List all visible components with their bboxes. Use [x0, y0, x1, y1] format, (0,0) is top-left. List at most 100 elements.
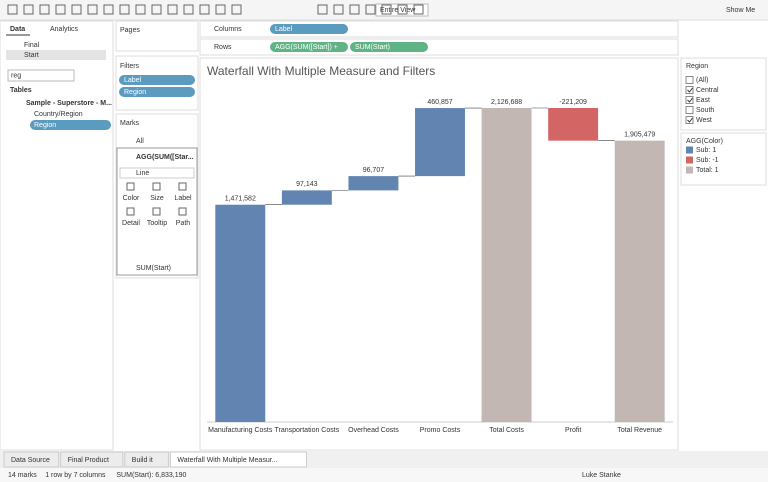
- mark-button-icon[interactable]: [152, 207, 161, 216]
- checkbox[interactable]: [685, 76, 694, 84]
- region-item[interactable]: West: [696, 117, 712, 124]
- view-mode-dropdown[interactable]: [375, 3, 429, 17]
- toolbar-icon[interactable]: [7, 4, 18, 15]
- legend-label[interactable]: Sub: -1: [696, 157, 719, 164]
- category-label: Total Revenue: [617, 427, 662, 434]
- region-item[interactable]: East: [696, 97, 710, 104]
- value-label: 460,857: [427, 99, 452, 106]
- toolbar-icon[interactable]: [119, 4, 130, 15]
- mark-type[interactable]: Line: [136, 170, 149, 177]
- waterfall-bar[interactable]: [348, 176, 399, 191]
- mark-button-icon[interactable]: [126, 182, 135, 191]
- field[interactable]: Region: [34, 122, 56, 129]
- region-filter-card: [680, 57, 767, 131]
- sheet-tab[interactable]: [3, 451, 60, 468]
- sheet-tab-label[interactable]: Data Source: [11, 457, 50, 464]
- legend-label[interactable]: Sub: 1: [696, 147, 716, 154]
- region-item[interactable]: (All): [696, 77, 708, 84]
- marks-card[interactable]: AGG(SUM([Star...: [136, 154, 194, 161]
- mark-button[interactable]: Size: [150, 195, 164, 202]
- value-label: 1,471,582: [225, 196, 256, 203]
- show-me[interactable]: Show Me: [726, 7, 755, 14]
- checkmark: [687, 87, 693, 93]
- pages-card: [115, 20, 199, 52]
- waterfall-bar[interactable]: [415, 108, 465, 177]
- mark-button-icon[interactable]: [178, 182, 187, 191]
- value-label: -221,209: [559, 99, 587, 106]
- mark-type-dropdown[interactable]: [119, 167, 195, 179]
- data-pane-tab[interactable]: Data: [10, 26, 25, 33]
- toolbar-icon[interactable]: [103, 4, 114, 15]
- region-item[interactable]: Central: [696, 87, 719, 94]
- sheet-tab[interactable]: [60, 451, 124, 468]
- search-box[interactable]: [7, 69, 75, 82]
- toolbar-icon[interactable]: [317, 4, 328, 15]
- chart-title: Waterfall With Multiple Measure and Filt…: [207, 64, 435, 78]
- field[interactable]: Country/Region: [34, 111, 83, 118]
- status-user[interactable]: Luke Stanke: [582, 472, 621, 479]
- checkbox[interactable]: [685, 116, 694, 124]
- rows-pill-bg[interactable]: [350, 42, 428, 52]
- mark-button[interactable]: Detail: [122, 220, 140, 227]
- mark-button[interactable]: Label: [174, 195, 192, 202]
- toolbar-icon[interactable]: [413, 4, 424, 15]
- toolbar-icon[interactable]: [365, 4, 376, 15]
- checkmark: [687, 117, 693, 123]
- sheet-tab-label[interactable]: Waterfall With Multiple Measur...: [177, 457, 277, 464]
- data-pane-tab[interactable]: Analytics: [50, 26, 79, 33]
- region-item[interactable]: South: [696, 107, 714, 114]
- sheet-tab[interactable]: [169, 451, 307, 468]
- mark-button-icon[interactable]: [178, 207, 187, 216]
- mark-button-icon[interactable]: [152, 182, 161, 191]
- marks-second-card[interactable]: SUM(Start): [136, 265, 171, 272]
- value-label: 1,905,479: [624, 132, 655, 139]
- category-label: Promo Costs: [420, 427, 461, 434]
- checkbox[interactable]: [685, 96, 694, 104]
- checkbox[interactable]: [685, 86, 694, 94]
- waterfall-bar[interactable]: [614, 140, 665, 422]
- toolbar-icon[interactable]: [71, 4, 82, 15]
- sheet-tab-label[interactable]: Final Product: [68, 457, 109, 464]
- waterfall-bar[interactable]: [481, 108, 532, 422]
- marks-title: Marks: [120, 120, 140, 127]
- toolbar-icon[interactable]: [151, 4, 162, 15]
- rows-pill-bg[interactable]: [270, 42, 348, 52]
- toolbar-icon[interactable]: [381, 4, 392, 15]
- mark-button[interactable]: Color: [123, 195, 140, 202]
- data-source[interactable]: Start: [24, 52, 39, 59]
- toolbar-icon[interactable]: [349, 4, 360, 15]
- value-label: 2,126,688: [491, 99, 522, 106]
- data-pane: [0, 20, 114, 451]
- checkmark: [687, 97, 693, 103]
- search-text[interactable]: reg: [11, 72, 21, 79]
- category-label: Overhead Costs: [348, 427, 399, 434]
- filter-pill: Region: [124, 89, 146, 96]
- data-source[interactable]: Final: [24, 42, 40, 49]
- waterfall-bar[interactable]: [215, 204, 266, 422]
- filter-pill-bg[interactable]: [119, 75, 195, 85]
- toolbar-icon[interactable]: [199, 4, 210, 15]
- toolbar-icon[interactable]: [55, 4, 66, 15]
- toolbar-icon[interactable]: [231, 4, 242, 15]
- legend-label[interactable]: Total: 1: [696, 167, 719, 174]
- mark-button[interactable]: Tooltip: [147, 220, 167, 227]
- toolbar-icon[interactable]: [333, 4, 344, 15]
- waterfall-bar[interactable]: [548, 108, 599, 141]
- field-pill[interactable]: [30, 120, 111, 130]
- toolbar-icon[interactable]: [87, 4, 98, 15]
- toolbar-icon[interactable]: [135, 4, 146, 15]
- toolbar-icon[interactable]: [183, 4, 194, 15]
- filter-pill-bg[interactable]: [119, 87, 195, 97]
- toolbar-icon[interactable]: [397, 4, 408, 15]
- toolbar-icon[interactable]: [23, 4, 34, 15]
- toolbar-icon[interactable]: [167, 4, 178, 15]
- checkbox[interactable]: [685, 106, 694, 114]
- mark-button[interactable]: Path: [176, 220, 191, 227]
- toolbar-icon[interactable]: [215, 4, 226, 15]
- sheet-tab[interactable]: [124, 451, 169, 468]
- waterfall-bar[interactable]: [281, 190, 332, 205]
- columns-pill-bg[interactable]: [270, 24, 348, 34]
- sheet-tab-label[interactable]: Build it: [132, 457, 153, 464]
- mark-button-icon[interactable]: [126, 207, 135, 216]
- toolbar-icon[interactable]: [39, 4, 50, 15]
